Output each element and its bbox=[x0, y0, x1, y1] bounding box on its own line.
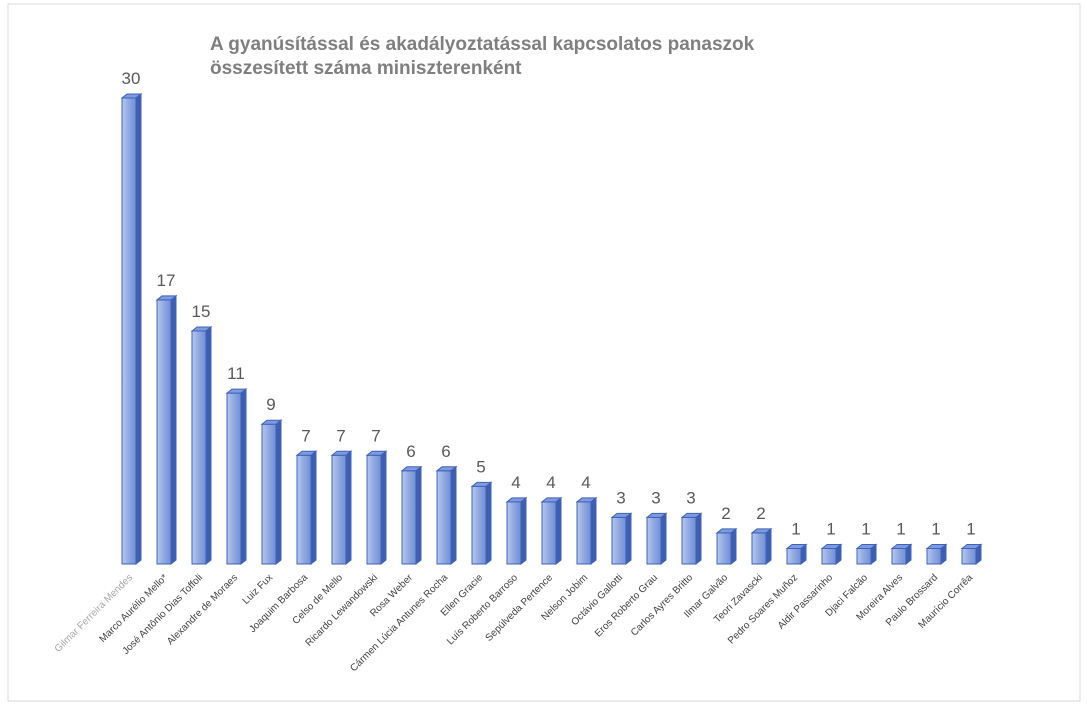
x-tick-label: Alexandre de Moraes bbox=[165, 572, 240, 647]
bar bbox=[820, 543, 843, 566]
x-tick-label: Sepúlveda Pertence bbox=[484, 572, 556, 644]
bar bbox=[120, 92, 143, 566]
data-label: 30 bbox=[122, 69, 141, 88]
bar bbox=[575, 496, 598, 566]
bar bbox=[330, 450, 353, 566]
data-label: 4 bbox=[546, 473, 555, 492]
bar bbox=[785, 543, 808, 566]
x-tick-label: Luiz Fux bbox=[241, 572, 276, 607]
data-label: 5 bbox=[476, 457, 485, 476]
data-label: 4 bbox=[581, 473, 590, 492]
bar bbox=[435, 465, 458, 566]
bar bbox=[225, 388, 248, 566]
bar bbox=[365, 450, 388, 566]
data-label: 9 bbox=[266, 395, 275, 414]
bar bbox=[295, 450, 318, 566]
bar bbox=[260, 419, 283, 566]
bar bbox=[155, 294, 178, 566]
data-label: 2 bbox=[756, 504, 765, 523]
bar bbox=[645, 512, 668, 566]
x-tick-label: Eros Roberto Grau bbox=[593, 572, 660, 639]
bar bbox=[190, 325, 213, 566]
data-label: 15 bbox=[192, 302, 211, 321]
bar bbox=[890, 543, 913, 566]
data-label: 7 bbox=[301, 426, 310, 445]
data-label: 1 bbox=[966, 519, 975, 538]
bar bbox=[610, 512, 633, 566]
chart-title: összesített száma miniszterenként bbox=[210, 58, 522, 79]
bar bbox=[400, 465, 423, 566]
data-label: 11 bbox=[227, 364, 245, 383]
bar bbox=[680, 512, 703, 566]
bar bbox=[750, 527, 773, 566]
data-label: 3 bbox=[686, 488, 695, 507]
bar bbox=[715, 527, 738, 566]
data-label: 7 bbox=[371, 426, 380, 445]
data-label: 4 bbox=[511, 473, 520, 492]
data-label: 3 bbox=[616, 488, 625, 507]
bar bbox=[470, 481, 493, 566]
data-label: 1 bbox=[931, 519, 940, 538]
data-label: 1 bbox=[896, 519, 905, 538]
data-label: 2 bbox=[721, 504, 730, 523]
data-label: 1 bbox=[791, 519, 800, 538]
chart-frame bbox=[7, 3, 1081, 702]
data-label: 6 bbox=[441, 442, 450, 461]
bar bbox=[540, 496, 563, 566]
data-label: 6 bbox=[406, 442, 415, 461]
x-tick-label: Carlos Ayres Britto bbox=[629, 572, 696, 639]
data-label: 7 bbox=[336, 426, 345, 445]
chart-title: A gyanúsítással és akadályoztatással kap… bbox=[210, 34, 755, 55]
bar bbox=[505, 496, 528, 566]
data-label: 3 bbox=[651, 488, 660, 507]
x-tick-label: Marco Aurélio Mello* bbox=[97, 572, 170, 645]
bar bbox=[960, 543, 983, 566]
x-tick-label: Joaquim Barbosa bbox=[247, 572, 310, 635]
data-label: 17 bbox=[157, 271, 176, 290]
bar bbox=[855, 543, 878, 566]
data-label: 1 bbox=[861, 519, 870, 538]
bar bbox=[925, 543, 948, 566]
data-label: 1 bbox=[826, 519, 835, 538]
